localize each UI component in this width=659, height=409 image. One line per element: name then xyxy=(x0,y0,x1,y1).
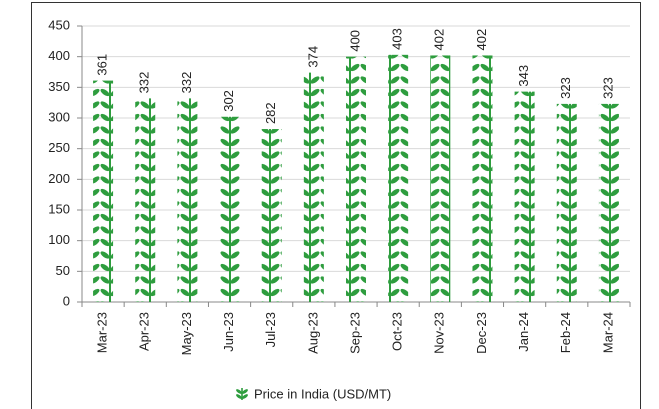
value-label: 343 xyxy=(516,65,531,87)
bar xyxy=(598,103,619,302)
y-tick-label: 450 xyxy=(48,17,70,32)
bar xyxy=(219,116,240,302)
legend-label: Price in India (USD/MT) xyxy=(254,386,391,401)
x-tick-label: Apr-23 xyxy=(137,312,152,351)
y-tick-label: 100 xyxy=(48,232,70,247)
bar xyxy=(472,55,493,302)
bar xyxy=(303,72,324,302)
y-tick-label: 400 xyxy=(48,48,70,63)
bar xyxy=(346,56,366,302)
value-label: 400 xyxy=(347,30,362,52)
x-tick-label: Feb-24 xyxy=(558,312,573,353)
x-tick-label: Sep-23 xyxy=(347,312,362,354)
value-label: 332 xyxy=(179,72,194,94)
value-label: 374 xyxy=(305,46,320,68)
x-tick-label: Jun-23 xyxy=(221,312,236,352)
chart-frame xyxy=(31,2,641,409)
value-label: 282 xyxy=(263,102,278,124)
bar xyxy=(135,98,156,302)
y-tick-label: 300 xyxy=(48,109,70,124)
y-tick-label: 0 xyxy=(63,293,70,308)
bar xyxy=(430,55,451,302)
value-label: 332 xyxy=(137,72,152,94)
bar xyxy=(177,98,198,302)
x-tick-label: Mar-24 xyxy=(600,312,615,353)
y-tick-label: 150 xyxy=(48,201,70,216)
bar xyxy=(388,54,409,303)
value-label: 402 xyxy=(432,29,447,51)
bar xyxy=(556,103,577,302)
value-label: 361 xyxy=(95,54,110,76)
bar xyxy=(514,91,535,302)
y-tick-label: 200 xyxy=(48,171,70,186)
x-tick-label: Dec-23 xyxy=(474,312,489,354)
bar xyxy=(261,129,282,302)
x-tick-label: Jan-24 xyxy=(516,312,531,352)
x-tick-label: Jul-23 xyxy=(263,312,278,347)
value-label: 402 xyxy=(474,29,489,51)
x-tick-label: Aug-23 xyxy=(305,312,320,354)
x-tick-label: Mar-23 xyxy=(95,312,110,353)
bar xyxy=(93,80,114,302)
value-label: 403 xyxy=(390,28,405,50)
x-tick-label: Oct-23 xyxy=(390,312,405,351)
legend: Price in India (USD/MT) xyxy=(236,386,391,401)
value-label: 323 xyxy=(558,77,573,99)
y-tick-label: 350 xyxy=(48,79,70,94)
x-tick-label: Nov-23 xyxy=(432,312,447,354)
x-tick-label: May-23 xyxy=(179,312,194,355)
legend-icon xyxy=(236,388,248,400)
y-tick-label: 250 xyxy=(48,140,70,155)
value-label: 302 xyxy=(221,90,236,112)
value-label: 323 xyxy=(600,77,615,99)
y-tick-label: 50 xyxy=(56,263,70,278)
